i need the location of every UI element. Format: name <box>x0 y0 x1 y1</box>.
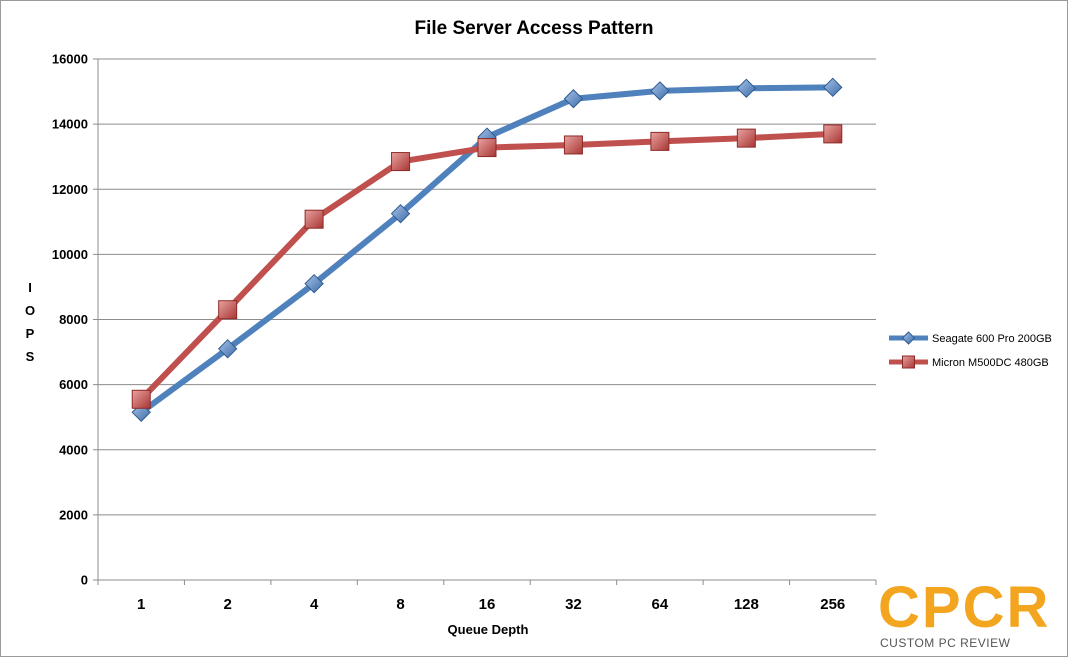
data-point <box>563 135 583 155</box>
legend-marker <box>902 355 915 369</box>
x-tick-label: 128 <box>734 596 759 613</box>
x-axis-title: Queue Depth <box>448 622 529 637</box>
y-tick-label: 12000 <box>52 182 88 197</box>
data-point <box>823 124 843 144</box>
data-point <box>823 77 843 98</box>
series-line <box>138 130 836 403</box>
y-tick-labels: 0 2000 4000 6000 8000 10000 12000 14000 16000 <box>52 52 88 588</box>
data-point <box>218 300 238 320</box>
data-point <box>304 209 324 229</box>
data-point <box>650 81 670 101</box>
data-point <box>477 138 497 158</box>
x-tick-label: 1 <box>137 596 145 613</box>
series-seagate <box>131 77 843 423</box>
y-tick-label: 4000 <box>59 442 88 457</box>
x-tick-label: 32 <box>565 596 582 613</box>
y-tick-label: 2000 <box>59 507 88 522</box>
data-point <box>736 128 756 148</box>
data-point <box>304 273 324 294</box>
y-tick-label: 0 <box>81 573 88 588</box>
legend: Seagate 600 Pro 200GB Micron M500DC 480GB <box>889 331 1052 369</box>
y-tick-label: 14000 <box>52 117 88 132</box>
chart-title: File Server Access Pattern <box>414 18 653 39</box>
legend-label: Seagate 600 Pro 200GB <box>932 333 1052 345</box>
x-tick-labels: 1 2 4 8 16 32 64 128 256 <box>137 596 845 613</box>
data-point <box>650 131 670 151</box>
logo-main-text: CPCR <box>878 575 1051 640</box>
y-tick-label: 6000 <box>59 377 88 392</box>
y-tick-label: 8000 <box>59 312 88 327</box>
x-tick-label: 16 <box>479 596 496 613</box>
gridlines <box>98 58 876 516</box>
x-tick-label: 4 <box>310 596 319 613</box>
cpcr-logo: CPCR CUSTOM PC REVIEW <box>878 579 1063 653</box>
x-tick-label: 8 <box>396 596 404 613</box>
data-point <box>217 339 238 359</box>
series-micron <box>131 124 843 409</box>
data-point <box>131 389 151 409</box>
y-tick-label: 10000 <box>52 247 88 262</box>
axes <box>93 58 877 585</box>
legend-label: Micron M500DC 480GB <box>932 357 1049 369</box>
y-tick-label: 16000 <box>52 52 88 67</box>
legend-marker <box>901 331 916 345</box>
logo-sub-text: CUSTOM PC REVIEW <box>880 636 1011 650</box>
x-tick-label: 256 <box>820 596 845 613</box>
data-point <box>563 89 584 109</box>
x-tick-label: 2 <box>223 596 231 613</box>
series <box>131 77 843 423</box>
data-point <box>736 78 757 99</box>
data-point <box>390 203 411 224</box>
data-point <box>391 152 411 172</box>
x-tick-label: 64 <box>652 596 669 613</box>
